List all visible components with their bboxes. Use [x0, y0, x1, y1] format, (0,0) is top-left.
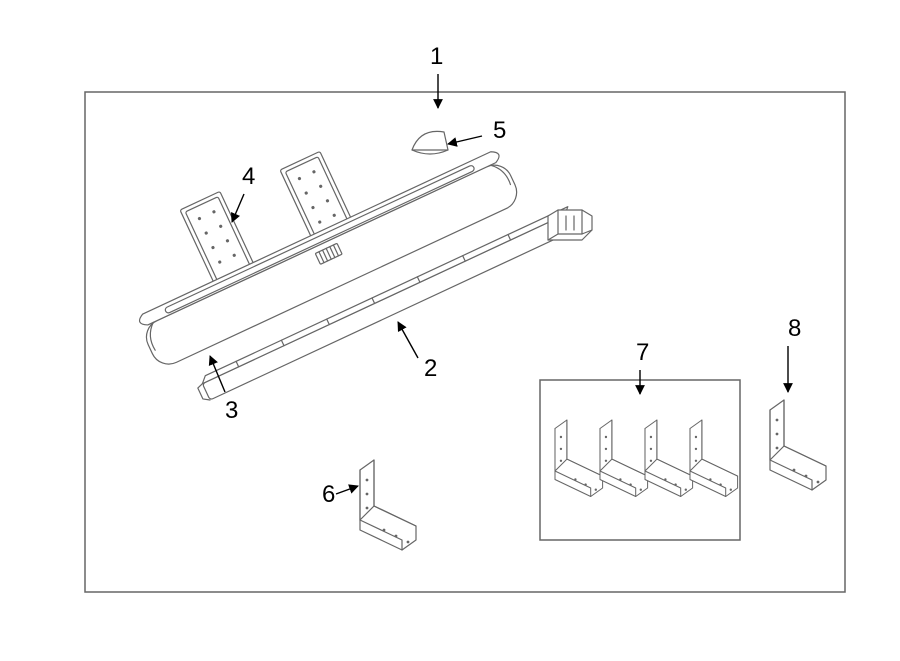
mount-bracket [600, 420, 648, 497]
callout-label-1: 1 [430, 43, 443, 70]
rail-end-bracket [548, 210, 592, 240]
callout-leader-4 [232, 194, 244, 222]
parts-diagram: 1 2 3 4 5 6 7 8 [0, 0, 900, 661]
bracket-set-frame [540, 380, 740, 540]
mount-bracket [690, 420, 738, 497]
callout-label-2: 2 [424, 355, 437, 382]
callout-leader-6 [336, 486, 358, 494]
callout-label-4: 4 [242, 163, 255, 190]
callout-label-8: 8 [788, 315, 801, 342]
callout-label-5: 5 [493, 117, 506, 144]
callout-label-6: 6 [322, 481, 335, 508]
mount-bracket [360, 460, 416, 550]
callout-label-3: 3 [225, 397, 238, 424]
mount-bracket [770, 400, 826, 490]
callout-leader-5 [448, 136, 482, 144]
mount-bracket [555, 420, 603, 497]
callout-leader-2 [398, 322, 418, 358]
mount-bracket [645, 420, 693, 497]
end-cap [412, 131, 448, 154]
callout-label-7: 7 [636, 339, 649, 366]
